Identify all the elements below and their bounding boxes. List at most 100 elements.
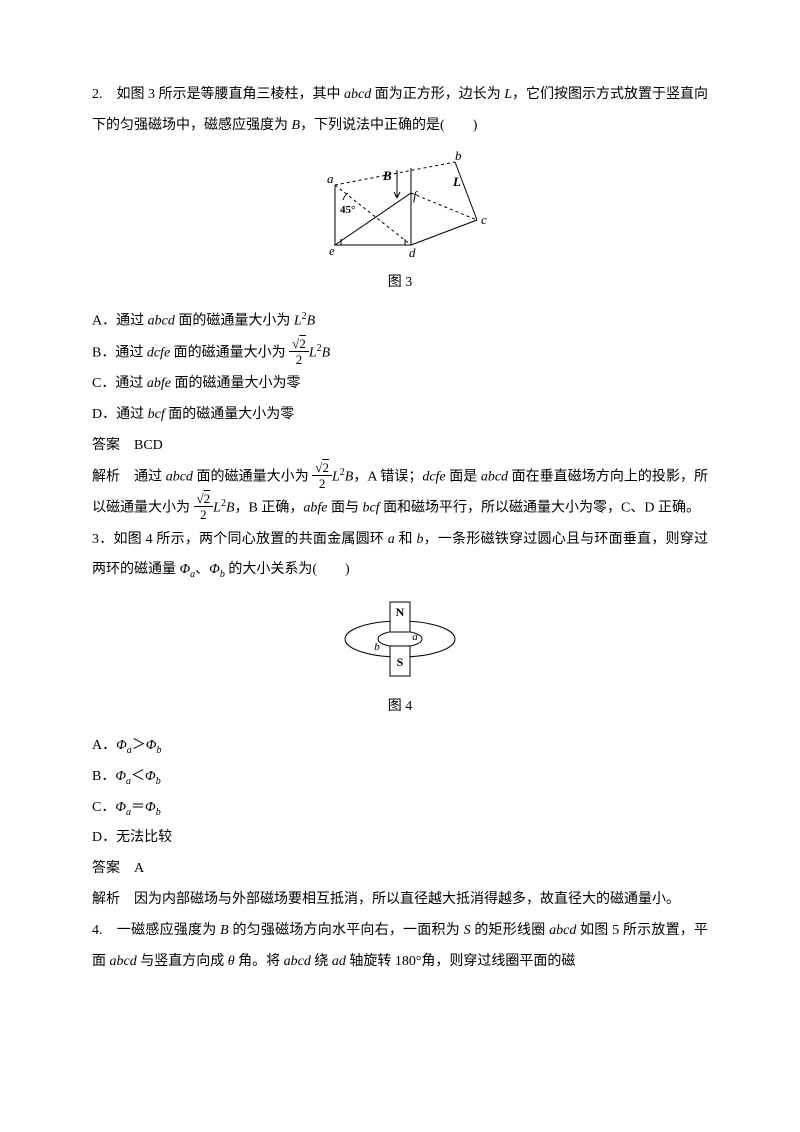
var-bcf: bcf — [362, 501, 379, 516]
svg-text:d: d — [409, 245, 416, 260]
var-abcd: abcd — [148, 314, 175, 329]
var-B: B — [345, 469, 354, 484]
var-dcfe: dcfe — [147, 346, 170, 361]
var-L: L — [332, 469, 340, 484]
svg-text:B: B — [382, 168, 392, 183]
svg-text:b: b — [455, 150, 462, 163]
var-abcd: abcd — [284, 954, 311, 969]
q3-explain: 解析 因为内部磁场与外部磁场要相互抵消，所以直径越大抵消得越多，故直径大的磁通量… — [92, 885, 708, 916]
text: 面与 — [327, 501, 362, 516]
var-B: B — [322, 346, 331, 361]
sub: b — [156, 806, 161, 817]
figure-3-caption: 图 3 — [92, 268, 708, 299]
var-dcfe: dcfe — [422, 469, 445, 484]
text: 与竖直方向成 — [137, 954, 228, 969]
q2-answer: 答案 BCD — [92, 431, 708, 462]
q3-optD: D．无法比较 — [92, 823, 708, 854]
text: ＞ — [132, 738, 146, 753]
q2-stem: 2. 如图 3 所示是等腰直角三棱柱，其中 abcd 面为正方形，边长为 L，它… — [92, 80, 708, 142]
text: 角。将 — [235, 954, 284, 969]
phi: Φ — [145, 800, 156, 815]
text: 的大小关系为( ) — [225, 562, 350, 577]
svg-text:b: b — [374, 641, 380, 653]
text: ＜ — [131, 769, 145, 784]
fraction: √22 — [312, 461, 332, 490]
phi: Φ — [115, 769, 126, 784]
phi: Φ — [146, 738, 157, 753]
var-a: a — [388, 532, 395, 547]
svg-text:a: a — [412, 631, 418, 643]
q2-explain: 解析 通过 abcd 面的磁通量大小为 √22L2B，A 错误；dcfe 面是 … — [92, 462, 708, 525]
text: 轴旋转 180°角，则穿过线圈平面的磁 — [346, 954, 576, 969]
q2-optC: C．通过 abfe 面的磁通量大小为零 — [92, 369, 708, 400]
var-abfe: abfe — [303, 501, 327, 516]
text: A． — [92, 738, 116, 753]
var-ad: ad — [332, 954, 346, 969]
sub: b — [156, 776, 161, 787]
text: 的矩形线圈 — [471, 923, 550, 938]
text: 4. 一磁感应强度为 — [92, 923, 220, 938]
phi: Φ — [180, 562, 191, 577]
svg-text:45°: 45° — [340, 204, 355, 216]
var-B: B — [220, 923, 229, 938]
var-L: L — [309, 346, 317, 361]
q3-stem: 3．如图 4 所示，两个同心放置的共面金属圆环 a 和 b，一条形磁铁穿过圆心且… — [92, 525, 708, 587]
text: ，下列说法中正确的是( ) — [300, 118, 477, 133]
q3-answer: 答案 A — [92, 854, 708, 885]
text: 3．如图 4 所示，两个同心放置的共面金属圆环 — [92, 532, 388, 547]
text: 面的磁通量大小为 — [170, 346, 289, 361]
q2-optD: D．通过 bcf 面的磁通量大小为零 — [92, 400, 708, 431]
text: 面的磁通量大小为零 — [165, 407, 295, 422]
var-L: L — [294, 314, 302, 329]
svg-text:a: a — [327, 171, 334, 186]
var-theta: θ — [228, 954, 235, 969]
text: 的匀强磁场方向水平向右，一面积为 — [229, 923, 464, 938]
text: 面是 — [446, 469, 481, 484]
var-B: B — [226, 501, 235, 516]
var-abfe: abfe — [147, 376, 171, 391]
svg-text:L: L — [452, 174, 461, 189]
var-abcd: abcd — [344, 87, 371, 102]
sub: b — [156, 745, 161, 756]
phi: Φ — [116, 738, 127, 753]
text: B． — [92, 769, 115, 784]
var-L: L — [504, 87, 512, 102]
page: 2. 如图 3 所示是等腰直角三棱柱，其中 abcd 面为正方形，边长为 L，它… — [0, 0, 800, 1132]
text: ，B 正确， — [235, 501, 304, 516]
text: 、 — [195, 562, 209, 577]
svg-text:S: S — [397, 655, 404, 669]
q4-stem: 4. 一磁感应强度为 B 的匀强磁场方向水平向右，一面积为 S 的矩形线圈 ab… — [92, 916, 708, 978]
text: C． — [92, 800, 115, 815]
q2-optB: B．通过 dcfe 面的磁通量大小为 √22L2B — [92, 338, 708, 369]
text: 2. 如图 3 所示是等腰直角三棱柱，其中 — [92, 87, 344, 102]
text: C．通过 — [92, 376, 147, 391]
phi: Φ — [209, 562, 220, 577]
text: ＝ — [131, 800, 145, 815]
var-abcd: abcd — [481, 469, 508, 484]
figure-4-caption: 图 4 — [92, 692, 708, 723]
fraction: √22 — [194, 492, 214, 521]
q3-optA: A．Φa＞Φb — [92, 731, 708, 762]
q2-optA: A．通过 abcd 面的磁通量大小为 L2B — [92, 306, 708, 337]
var-abcd: abcd — [549, 923, 576, 938]
phi: Φ — [115, 800, 126, 815]
text: 绕 — [311, 954, 332, 969]
text: 面的磁通量大小为零 — [171, 376, 301, 391]
text: 面的磁通量大小为 — [193, 469, 312, 484]
text: 和 — [395, 532, 417, 547]
var-L: L — [213, 501, 221, 516]
var-bcf: bcf — [148, 407, 165, 422]
svg-text:c: c — [481, 212, 487, 227]
q3-optC: C．Φa＝Φb — [92, 793, 708, 824]
var-abcd: abcd — [110, 954, 137, 969]
var-B: B — [292, 118, 301, 133]
text: A．通过 — [92, 314, 148, 329]
var-abcd: abcd — [166, 469, 193, 484]
phi: Φ — [145, 769, 156, 784]
q3-optB: B．Φa＜Φb — [92, 762, 708, 793]
text: 解析 通过 — [92, 469, 166, 484]
text: D．通过 — [92, 407, 148, 422]
figure-3: a b c d e f B L 45° — [92, 150, 708, 264]
text: 面和磁场平行，所以磁通量大小为零，C、D 正确。 — [380, 501, 700, 516]
var-B: B — [307, 314, 316, 329]
